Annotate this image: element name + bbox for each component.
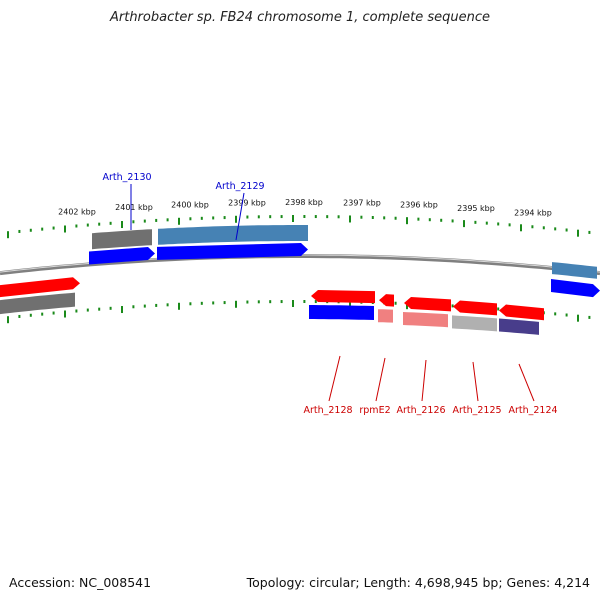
- gene-band-arth-2128[interactable]: [309, 305, 374, 320]
- gene-label-forward[interactable]: Arth_2129: [215, 181, 264, 192]
- cds-arrow-rpme2[interactable]: [379, 294, 394, 307]
- cds-arrow-arth-2129[interactable]: [157, 243, 308, 260]
- kbp-tick-label: 2402 kbp: [58, 207, 96, 216]
- gene-band-arth-2130[interactable]: [92, 229, 152, 250]
- topology-text: Topology: circular; Length: 4,698,945 bp…: [246, 575, 590, 590]
- gene-label-reverse[interactable]: Arth_2126: [396, 405, 445, 416]
- cds-arrow-arth-2128[interactable]: [311, 290, 375, 304]
- gene-leader-line: [375, 357, 386, 402]
- kbp-tick-label: 2400 kbp: [171, 200, 209, 209]
- gene-label-forward[interactable]: Arth_2130: [102, 172, 151, 183]
- cds-arrow-arth-2125[interactable]: [453, 300, 497, 316]
- gene-label-reverse[interactable]: Arth_2124: [508, 405, 557, 416]
- gene-label-reverse[interactable]: rpmE2: [359, 405, 390, 416]
- gene-leader-line: [518, 363, 535, 402]
- accession-text: Accession: NC_008541: [9, 575, 152, 590]
- kbp-tick-label: 2399 kbp: [228, 199, 266, 208]
- gene-leader-line: [328, 355, 341, 402]
- cds-arrow-arth-2130[interactable]: [89, 246, 155, 265]
- kbp-tick-label: 2396 kbp: [400, 201, 438, 210]
- cds-arrow-arth-2126[interactable]: [404, 297, 451, 312]
- cds-arrow-left-edge[interactable]: [0, 277, 80, 298]
- gene-band-arth-2125[interactable]: [452, 315, 497, 332]
- kbp-tick-label: 2401 kbp: [115, 203, 153, 212]
- gene-band-arth-2124[interactable]: [499, 318, 539, 335]
- gene-band-rpme2[interactable]: [378, 309, 393, 323]
- gene-band-right-edge[interactable]: [552, 262, 597, 279]
- kbp-tick-label: 2394 kbp: [514, 208, 552, 217]
- gene-leader-line: [472, 361, 479, 402]
- kbp-tick-label: 2397 kbp: [343, 199, 381, 208]
- gene-band-arth-2126[interactable]: [403, 312, 448, 328]
- gene-label-reverse[interactable]: Arth_2125: [452, 405, 501, 416]
- kbp-tick-label: 2395 kbp: [457, 204, 495, 213]
- map-title: Arthrobacter sp. FB24 chromosome 1, comp…: [109, 10, 491, 25]
- gene-label-reverse[interactable]: Arth_2128: [303, 405, 352, 416]
- gene-leader-line: [421, 359, 427, 402]
- cds-arrow-right-edge[interactable]: [551, 278, 600, 298]
- gene-band-left-edge[interactable]: [0, 292, 75, 315]
- gene-band-arth-2129[interactable]: [158, 225, 308, 245]
- kbp-tick-label: 2398 kbp: [285, 198, 323, 207]
- gene-leader-line: [235, 192, 245, 241]
- cds-arrow-arth-2124[interactable]: [499, 304, 544, 321]
